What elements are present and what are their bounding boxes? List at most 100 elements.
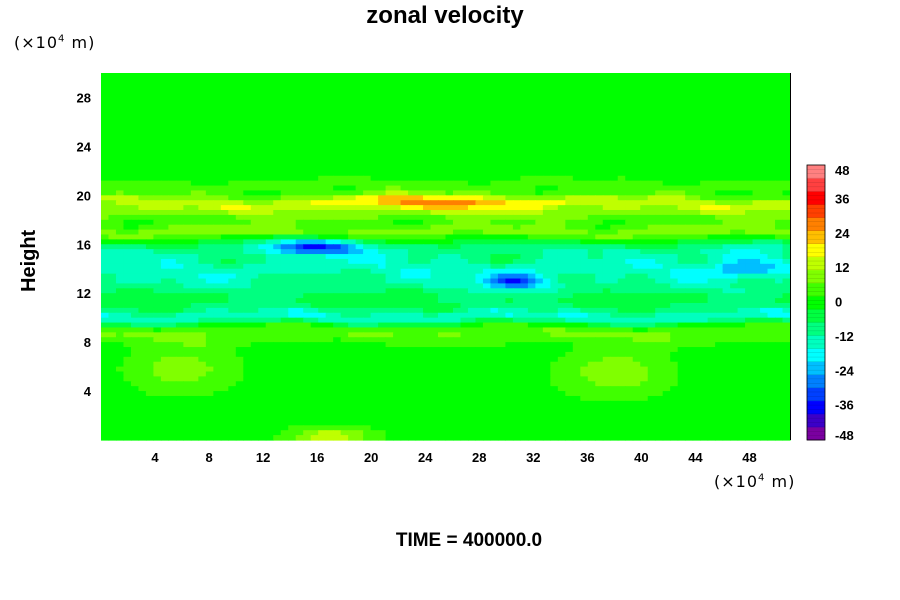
heatmap-cell bbox=[617, 107, 626, 113]
heatmap-cell bbox=[595, 239, 604, 245]
heatmap-cell bbox=[512, 312, 521, 319]
heatmap-cell bbox=[423, 283, 432, 289]
heatmap-cell bbox=[767, 102, 776, 108]
heatmap-cell bbox=[280, 337, 289, 343]
heatmap-cell bbox=[535, 126, 544, 133]
heatmap-cell bbox=[640, 214, 649, 221]
heatmap-cell bbox=[101, 73, 110, 79]
heatmap-cell bbox=[145, 210, 155, 216]
heatmap-cell bbox=[542, 278, 551, 285]
heatmap-cell bbox=[243, 97, 252, 103]
heatmap-cell bbox=[213, 283, 222, 289]
heatmap-cell bbox=[310, 117, 319, 123]
heatmap-cell bbox=[438, 332, 447, 338]
heatmap-cell bbox=[250, 254, 259, 260]
heatmap-cell bbox=[213, 249, 222, 255]
heatmap-cell bbox=[595, 283, 604, 289]
heatmap-cell bbox=[467, 117, 477, 123]
heatmap-cell bbox=[153, 273, 162, 280]
heatmap-cell bbox=[160, 73, 169, 79]
heatmap-cell bbox=[348, 190, 357, 196]
heatmap-cell bbox=[228, 175, 237, 182]
heatmap-cell bbox=[400, 283, 409, 289]
heatmap-cell bbox=[333, 97, 342, 103]
heatmap-cell bbox=[760, 82, 769, 89]
heatmap-cell bbox=[692, 332, 701, 338]
heatmap-cell bbox=[415, 175, 424, 182]
heatmap-cell bbox=[512, 121, 521, 128]
heatmap-cell bbox=[482, 312, 492, 319]
heatmap-cell bbox=[707, 288, 716, 294]
heatmap-cell bbox=[115, 126, 125, 133]
heatmap-cell bbox=[333, 263, 342, 270]
heatmap-cell bbox=[490, 121, 499, 128]
heatmap-cell bbox=[363, 312, 372, 319]
heatmap-cell bbox=[685, 92, 694, 99]
heatmap-cell bbox=[730, 200, 739, 206]
heatmap-cell bbox=[243, 244, 252, 250]
heatmap-cell bbox=[505, 200, 514, 206]
heatmap-cell bbox=[235, 205, 244, 211]
heatmap-cell bbox=[535, 195, 544, 201]
heatmap-cell bbox=[670, 126, 679, 133]
heatmap-cell bbox=[348, 156, 357, 162]
heatmap-cell bbox=[340, 302, 349, 309]
heatmap-cell bbox=[520, 185, 529, 192]
heatmap-cell bbox=[393, 107, 402, 113]
heatmap-cell bbox=[520, 151, 529, 157]
heatmap-cell bbox=[115, 278, 125, 285]
heatmap-cell bbox=[460, 307, 469, 314]
heatmap-cell bbox=[715, 254, 724, 260]
heatmap-cell bbox=[580, 190, 589, 196]
heatmap-cell bbox=[310, 112, 319, 118]
heatmap-cell bbox=[258, 229, 267, 236]
heatmap-cell bbox=[378, 312, 387, 319]
heatmap-cell bbox=[527, 92, 536, 99]
heatmap-cell bbox=[752, 254, 761, 260]
heatmap-cell bbox=[115, 121, 125, 128]
heatmap-cell bbox=[438, 278, 447, 285]
heatmap-cell bbox=[715, 312, 724, 319]
heatmap-cell bbox=[265, 175, 274, 182]
heatmap-cell bbox=[647, 87, 656, 94]
heatmap-cell bbox=[482, 185, 492, 192]
heatmap-cell bbox=[205, 229, 214, 236]
heatmap-cell bbox=[430, 234, 439, 240]
heatmap-cell bbox=[685, 165, 694, 172]
heatmap-cell bbox=[370, 332, 379, 338]
heatmap-cell bbox=[782, 165, 791, 172]
heatmap-cell bbox=[595, 161, 604, 167]
heatmap-cell bbox=[235, 195, 244, 201]
heatmap-cell bbox=[115, 82, 125, 89]
heatmap-cell bbox=[310, 244, 319, 250]
heatmap-cell bbox=[168, 151, 177, 157]
heatmap-cell bbox=[587, 126, 596, 133]
heatmap-cell bbox=[250, 278, 259, 285]
heatmap-cell bbox=[340, 87, 349, 94]
heatmap-cell bbox=[767, 307, 776, 314]
heatmap-cell bbox=[707, 244, 716, 250]
heatmap-cell bbox=[692, 151, 701, 157]
heatmap-cell bbox=[108, 195, 117, 201]
heatmap-cell bbox=[595, 175, 604, 182]
heatmap-cell bbox=[512, 205, 521, 211]
heatmap-cell bbox=[190, 126, 199, 133]
heatmap-cell bbox=[640, 244, 649, 250]
heatmap-cell bbox=[655, 283, 664, 289]
heatmap-cell bbox=[393, 327, 402, 333]
heatmap-cell bbox=[655, 249, 664, 255]
heatmap-cell bbox=[572, 263, 581, 270]
heatmap-cell bbox=[572, 332, 581, 338]
heatmap-cell bbox=[602, 214, 611, 221]
heatmap-cell bbox=[310, 278, 319, 285]
heatmap-cell bbox=[415, 121, 424, 128]
heatmap-cell bbox=[535, 82, 544, 89]
heatmap-cell bbox=[123, 136, 132, 143]
heatmap-cell bbox=[340, 185, 349, 192]
heatmap-cell bbox=[145, 234, 155, 240]
heatmap-cell bbox=[318, 73, 327, 79]
heatmap-cell bbox=[228, 107, 237, 113]
heatmap-cell bbox=[333, 205, 342, 211]
heatmap-cell bbox=[745, 214, 754, 221]
heatmap-cell bbox=[175, 273, 184, 280]
